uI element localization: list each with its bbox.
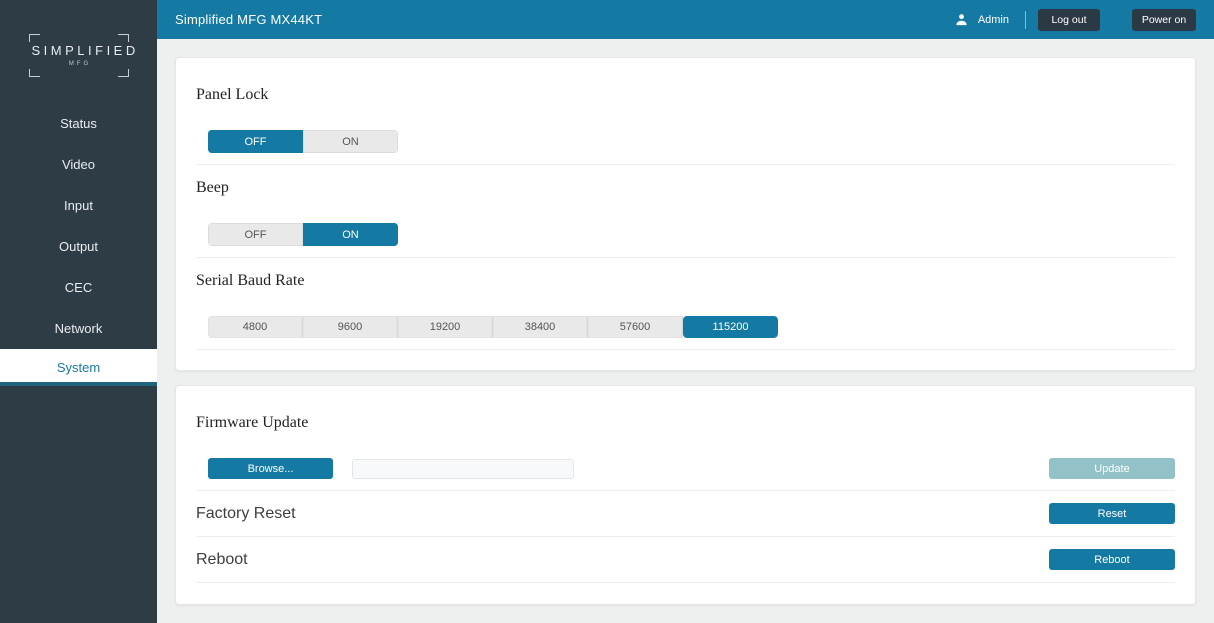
logged-in-user-label: Admin xyxy=(977,13,1009,26)
browse-button[interactable]: Browse... xyxy=(208,458,333,479)
baud-option-4800[interactable]: 4800 xyxy=(208,316,303,338)
baud-option-57600[interactable]: 57600 xyxy=(588,316,683,338)
sidebar: SIMPLIFIED MFG Status Video Input Output… xyxy=(0,0,157,623)
panel-lock-title: Panel Lock xyxy=(196,86,269,103)
serial-baud-rate-section: Serial Baud Rate 4800 9600 19200 38400 5… xyxy=(196,258,1175,350)
baud-option-19200[interactable]: 19200 xyxy=(398,316,493,338)
power-on-button[interactable]: Power on xyxy=(1132,8,1196,31)
beep-on-option[interactable]: ON xyxy=(303,223,398,246)
beep-section: Beep OFF ON xyxy=(196,165,1175,258)
baud-option-115200[interactable]: 115200 xyxy=(683,316,778,338)
page-title: Simplified MFG MX44KT xyxy=(175,12,323,27)
main-content: Panel Lock OFF ON Beep OFF ON xyxy=(157,39,1214,623)
beep-toggle: OFF ON xyxy=(208,223,398,246)
factory-reset-row: Factory Reset Reset xyxy=(196,491,1175,537)
top-bar: Simplified MFG MX44KT Admin Log out Powe… xyxy=(157,0,1214,39)
firmware-update-title: Firmware Update xyxy=(196,414,309,431)
factory-reset-label: Factory Reset xyxy=(196,504,296,522)
firmware-update-row: Browse... Update xyxy=(208,458,1175,479)
panel-lock-control: OFF ON xyxy=(208,130,1175,153)
header-actions: Admin Log out Power on xyxy=(955,8,1196,31)
logo-text-secondary: MFG xyxy=(68,61,92,67)
factory-reset-button[interactable]: Reset xyxy=(1049,503,1175,524)
sidebar-item-input[interactable]: Input xyxy=(64,198,93,213)
serial-baud-rate-title: Serial Baud Rate xyxy=(196,272,305,289)
baud-option-38400[interactable]: 38400 xyxy=(493,316,588,338)
sidebar-item-output[interactable]: Output xyxy=(58,239,99,254)
panel-lock-off-option[interactable]: OFF xyxy=(208,130,303,153)
header-divider xyxy=(1025,10,1026,29)
sidebar-item-system[interactable]: System xyxy=(0,349,157,386)
logo-corner-bracket xyxy=(117,69,129,77)
logo-corner-bracket xyxy=(117,34,129,42)
logo-text-primary: SIMPLIFIED xyxy=(31,43,139,58)
logout-button[interactable]: Log out xyxy=(1038,8,1100,31)
sidebar-item-cec[interactable]: CEC xyxy=(64,280,93,295)
firmware-update-section: Firmware Update Browse... Update xyxy=(196,386,1175,491)
panel-lock-on-option[interactable]: ON xyxy=(303,130,398,153)
sidebar-item-status[interactable]: Status xyxy=(60,116,97,131)
beep-title: Beep xyxy=(196,179,229,196)
panel-lock-toggle: OFF ON xyxy=(208,130,398,153)
sidebar-menu: Status Video Input Output CEC Network Sy… xyxy=(0,103,157,386)
reboot-label: Reboot xyxy=(196,550,248,568)
logo-corner-bracket xyxy=(28,34,40,42)
reboot-row: Reboot Reboot xyxy=(196,537,1175,583)
beep-off-option[interactable]: OFF xyxy=(208,223,303,246)
brand-logo: SIMPLIFIED MFG xyxy=(28,34,139,77)
maintenance-panel: Firmware Update Browse... Update Factory… xyxy=(175,385,1196,605)
update-button[interactable]: Update xyxy=(1049,458,1175,479)
beep-control: OFF ON xyxy=(208,223,1175,246)
panel-lock-section: Panel Lock OFF ON xyxy=(196,58,1175,165)
reboot-button[interactable]: Reboot xyxy=(1049,549,1175,570)
sidebar-item-video[interactable]: Video xyxy=(61,157,95,172)
sidebar-item-network[interactable]: Network xyxy=(54,321,103,336)
system-settings-panel: Panel Lock OFF ON Beep OFF ON xyxy=(175,57,1196,371)
logo-corner-bracket xyxy=(28,69,40,77)
firmware-file-input[interactable] xyxy=(352,458,574,479)
serial-baud-rate-control: 4800 9600 19200 38400 57600 115200 xyxy=(208,316,1175,338)
baud-option-9600[interactable]: 9600 xyxy=(303,316,398,338)
baud-rate-selector: 4800 9600 19200 38400 57600 115200 xyxy=(208,316,778,338)
user-icon xyxy=(955,13,968,26)
